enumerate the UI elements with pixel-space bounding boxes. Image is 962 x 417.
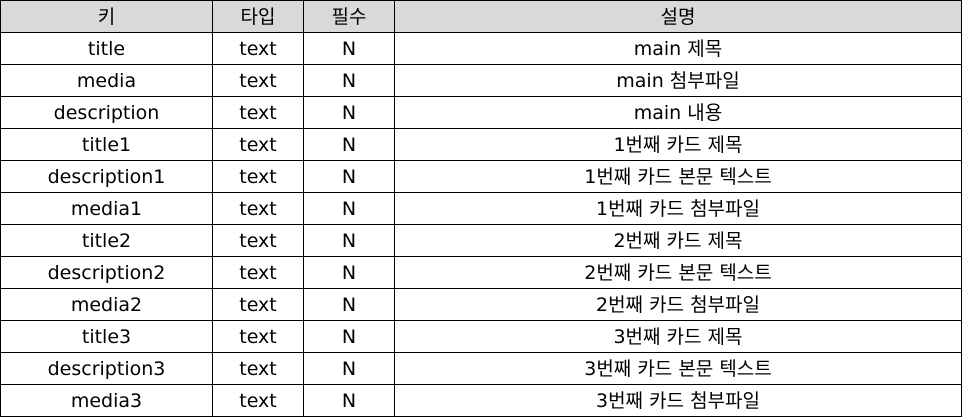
cell-description: 2번째 카드 제목 (394, 224, 962, 257)
table-row: media3 text N 3번째 카드 첨부파일 (0, 384, 962, 417)
cell-type: text (212, 192, 304, 225)
cell-key: title (0, 32, 213, 65)
cell-key: media (0, 64, 213, 97)
header-description: 설명 (394, 0, 962, 33)
cell-type: text (212, 224, 304, 257)
cell-description: 2번째 카드 첨부파일 (394, 288, 962, 321)
cell-type: text (212, 64, 304, 97)
cell-type: text (212, 288, 304, 321)
cell-description: 3번째 카드 첨부파일 (394, 384, 962, 417)
table-row: media text N main 첨부파일 (0, 64, 962, 97)
cell-type: text (212, 32, 304, 65)
table-row: description2 text N 2번째 카드 본문 텍스트 (0, 256, 962, 289)
table-row: title3 text N 3번째 카드 제목 (0, 320, 962, 353)
cell-required: N (303, 352, 395, 385)
cell-key: description (0, 96, 213, 129)
cell-required: N (303, 32, 395, 65)
cell-required: N (303, 224, 395, 257)
header-row: 키 타입 필수 설명 (0, 0, 962, 33)
cell-type: text (212, 320, 304, 353)
cell-description: main 첨부파일 (394, 64, 962, 97)
header-type: 타입 (212, 0, 304, 33)
table-row: description3 text N 3번째 카드 본문 텍스트 (0, 352, 962, 385)
table-row: title1 text N 1번째 카드 제목 (0, 128, 962, 161)
cell-type: text (212, 96, 304, 129)
cell-description: main 제목 (394, 32, 962, 65)
cell-key: media2 (0, 288, 213, 321)
cell-description: 2번째 카드 본문 텍스트 (394, 256, 962, 289)
table-row: media1 text N 1번째 카드 첨부파일 (0, 192, 962, 225)
header-key: 키 (0, 0, 213, 33)
header-required: 필수 (303, 0, 395, 33)
cell-type: text (212, 352, 304, 385)
cell-type: text (212, 128, 304, 161)
cell-key: media1 (0, 192, 213, 225)
cell-key: title3 (0, 320, 213, 353)
cell-type: text (212, 160, 304, 193)
cell-required: N (303, 96, 395, 129)
table-row: title2 text N 2번째 카드 제목 (0, 224, 962, 257)
cell-key: description1 (0, 160, 213, 193)
table-row: description1 text N 1번째 카드 본문 텍스트 (0, 160, 962, 193)
table-row: title text N main 제목 (0, 32, 962, 65)
cell-description: 3번째 카드 본문 텍스트 (394, 352, 962, 385)
cell-required: N (303, 288, 395, 321)
cell-key: title2 (0, 224, 213, 257)
cell-description: 1번째 카드 첨부파일 (394, 192, 962, 225)
cell-description: 1번째 카드 제목 (394, 128, 962, 161)
cell-description: 1번째 카드 본문 텍스트 (394, 160, 962, 193)
cell-required: N (303, 64, 395, 97)
cell-key: media3 (0, 384, 213, 417)
cell-key: description3 (0, 352, 213, 385)
cell-key: title1 (0, 128, 213, 161)
cell-description: 3번째 카드 제목 (394, 320, 962, 353)
cell-key: description2 (0, 256, 213, 289)
cell-required: N (303, 192, 395, 225)
cell-required: N (303, 256, 395, 289)
cell-required: N (303, 160, 395, 193)
table-row: media2 text N 2번째 카드 첨부파일 (0, 288, 962, 321)
table-row: description text N main 내용 (0, 96, 962, 129)
cell-type: text (212, 384, 304, 417)
cell-description: main 내용 (394, 96, 962, 129)
cell-required: N (303, 128, 395, 161)
cell-required: N (303, 320, 395, 353)
cell-type: text (212, 256, 304, 289)
cell-required: N (303, 384, 395, 417)
